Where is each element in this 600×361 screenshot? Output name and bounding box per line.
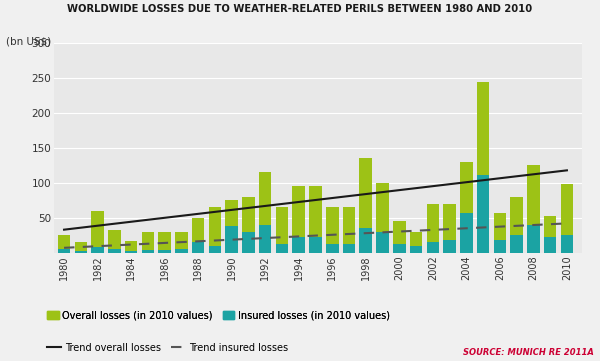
Bar — [292, 237, 305, 253]
Bar — [359, 158, 372, 228]
Bar — [544, 216, 556, 237]
Bar — [359, 228, 372, 253]
Bar — [309, 186, 322, 237]
Bar — [427, 204, 439, 242]
Bar — [511, 197, 523, 235]
Bar — [477, 174, 490, 253]
Bar — [443, 240, 456, 253]
Bar — [275, 244, 288, 253]
Bar — [108, 249, 121, 253]
Bar — [494, 213, 506, 240]
Bar — [443, 204, 456, 240]
Bar — [460, 213, 473, 253]
Bar — [544, 237, 556, 253]
Bar — [158, 232, 171, 250]
Bar — [58, 249, 70, 253]
Bar — [427, 242, 439, 253]
Bar — [309, 237, 322, 253]
Bar — [58, 235, 70, 249]
Bar — [494, 240, 506, 253]
Bar — [259, 225, 271, 253]
Bar — [175, 232, 188, 249]
Bar — [393, 221, 406, 244]
Bar — [209, 246, 221, 253]
Bar — [175, 249, 188, 253]
Bar — [74, 251, 87, 253]
Bar — [158, 250, 171, 253]
Bar — [326, 244, 338, 253]
Bar — [275, 207, 288, 244]
Bar — [108, 230, 121, 249]
Bar — [560, 235, 573, 253]
Bar — [259, 173, 271, 225]
Bar — [477, 82, 490, 174]
Bar — [343, 207, 355, 244]
Bar — [91, 211, 104, 247]
Bar — [393, 244, 406, 253]
Bar — [142, 250, 154, 253]
Legend: Overall losses (in 2010 values), Insured losses (in 2010 values): Overall losses (in 2010 values), Insured… — [47, 310, 390, 320]
Bar — [209, 207, 221, 246]
Bar — [192, 218, 205, 242]
Text: WORLDWIDE LOSSES DUE TO WEATHER-RELATED PERILS BETWEEN 1980 AND 2010: WORLDWIDE LOSSES DUE TO WEATHER-RELATED … — [67, 4, 533, 14]
Bar — [511, 235, 523, 253]
Bar — [226, 200, 238, 226]
Bar — [142, 232, 154, 250]
Bar — [192, 242, 205, 253]
Bar — [560, 184, 573, 235]
Bar — [343, 244, 355, 253]
Legend: Trend overall losses, Trend insured losses: Trend overall losses, Trend insured loss… — [47, 343, 289, 353]
Bar — [125, 251, 137, 253]
Text: SOURCE: MUNICH RE 2011A: SOURCE: MUNICH RE 2011A — [463, 348, 594, 357]
Bar — [125, 241, 137, 251]
Bar — [226, 226, 238, 253]
Bar — [292, 186, 305, 237]
Bar — [460, 162, 473, 213]
Bar — [74, 242, 87, 251]
Bar — [242, 197, 255, 232]
Text: (bn US$): (bn US$) — [6, 36, 51, 46]
Bar — [376, 183, 389, 232]
Bar — [242, 232, 255, 253]
Bar — [91, 247, 104, 253]
Bar — [527, 225, 539, 253]
Bar — [410, 232, 422, 246]
Bar — [410, 246, 422, 253]
Bar — [527, 165, 539, 225]
Bar — [326, 207, 338, 244]
Bar — [376, 232, 389, 253]
